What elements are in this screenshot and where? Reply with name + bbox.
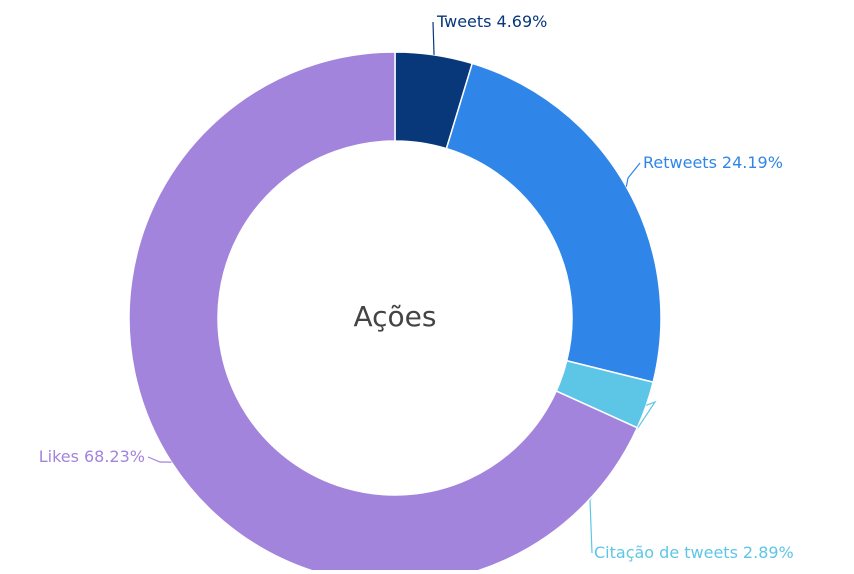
leader-line: [432, 21, 435, 55]
label-name: Citação de tweets: [594, 543, 738, 562]
data-label: Tweets 4.69%: [436, 12, 547, 31]
label-name: Retweets: [643, 153, 717, 172]
data-label: Likes 68.23%: [39, 447, 145, 466]
chart-title: Ações: [353, 300, 436, 333]
donut-slice: [445, 62, 662, 384]
label-value: 24.19%: [722, 153, 783, 172]
label-value: 4.69%: [497, 12, 548, 31]
label-value: 68.23%: [84, 447, 145, 466]
donut-slice: [128, 51, 639, 574]
leader-line: [147, 456, 172, 463]
label-name: Tweets: [436, 12, 492, 31]
label-name: Likes: [39, 447, 79, 466]
label-value: 2.89%: [743, 543, 794, 562]
data-label: Retweets 24.19%: [643, 153, 783, 172]
data-label: Citação de tweets 2.89%: [594, 543, 794, 562]
leader-line: [625, 162, 641, 187]
